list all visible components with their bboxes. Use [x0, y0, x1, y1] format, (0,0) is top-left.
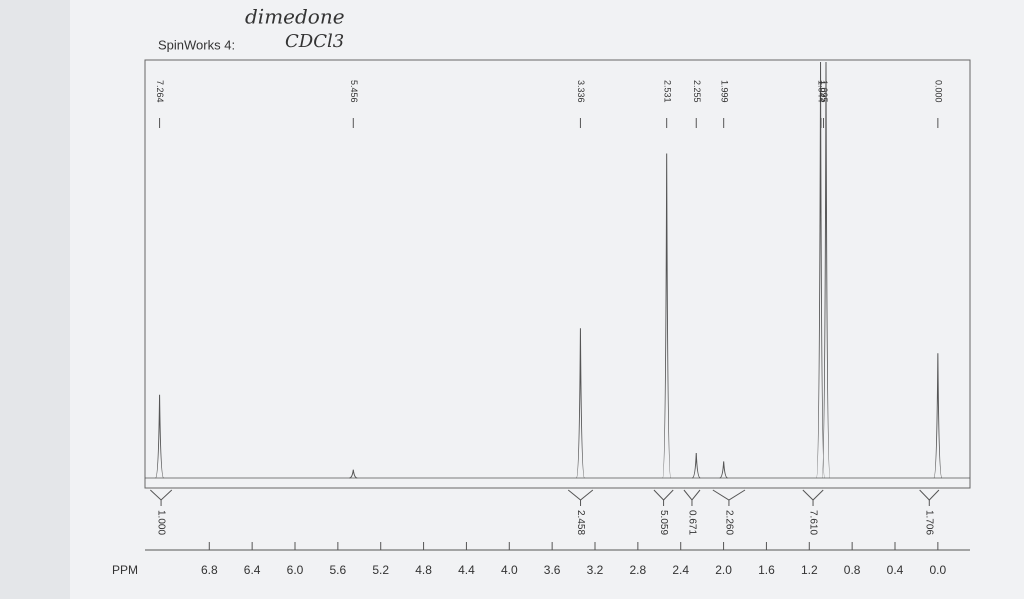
x-tick-label: 5.2: [372, 563, 389, 577]
peak-label: 2.531: [662, 80, 672, 103]
chart-title: SpinWorks 4:: [158, 37, 235, 52]
x-tick-label: 1.2: [801, 563, 818, 577]
x-tick-label: 0.0: [930, 563, 947, 577]
x-tick-label: 6.4: [244, 563, 261, 577]
x-tick-label: 6.0: [287, 563, 304, 577]
plot-frame: [144, 59, 971, 489]
peak: [933, 353, 943, 479]
integral-label: 0.671: [686, 510, 697, 535]
x-tick-label: 1.6: [758, 563, 775, 577]
integral-label: 1.706: [924, 510, 935, 535]
peak: [692, 453, 701, 479]
peak-label: 3.336: [576, 80, 586, 103]
peak-label: 2.255: [692, 80, 702, 103]
annotation: CDCl3: [285, 31, 344, 52]
annotation: dimedone: [245, 5, 345, 29]
integral-label: 2.260: [723, 510, 734, 535]
peak-label: 1.999: [719, 80, 729, 103]
integral-label: 2.458: [575, 510, 586, 535]
peak-label: 0.000: [933, 80, 943, 103]
peak-label: 1.044: [817, 80, 827, 103]
x-tick-label: 4.4: [458, 563, 475, 577]
x-tick-label: 6.8: [201, 563, 218, 577]
peak: [349, 469, 358, 479]
peak: [816, 61, 826, 479]
peak: [662, 153, 672, 479]
x-tick-label: 3.2: [587, 563, 604, 577]
x-tick-label: 3.6: [544, 563, 561, 577]
peak-label: 1.095: [819, 80, 829, 103]
integral-label: 1.000: [155, 510, 166, 535]
paper: [70, 0, 1024, 599]
x-axis-label: PPM: [112, 563, 138, 577]
x-tick-label: 0.8: [844, 563, 861, 577]
x-tick-label: 2.0: [715, 563, 732, 577]
x-tick-label: 0.4: [887, 563, 904, 577]
integral-label: 5.059: [658, 510, 669, 535]
peak: [821, 61, 831, 479]
x-tick-label: 2.8: [630, 563, 647, 577]
peak: [575, 328, 585, 479]
peak: [719, 461, 728, 479]
x-tick-label: 2.4: [672, 563, 689, 577]
x-tick-label: 4.0: [501, 563, 518, 577]
peak-label: 7.264: [155, 80, 165, 103]
peak-label: 5.456: [349, 80, 359, 103]
integral-label: 7.610: [807, 510, 818, 535]
x-tick-label: 5.6: [330, 563, 347, 577]
paper-edge: [0, 0, 70, 599]
x-tick-label: 4.8: [415, 563, 432, 577]
peak: [155, 394, 165, 479]
